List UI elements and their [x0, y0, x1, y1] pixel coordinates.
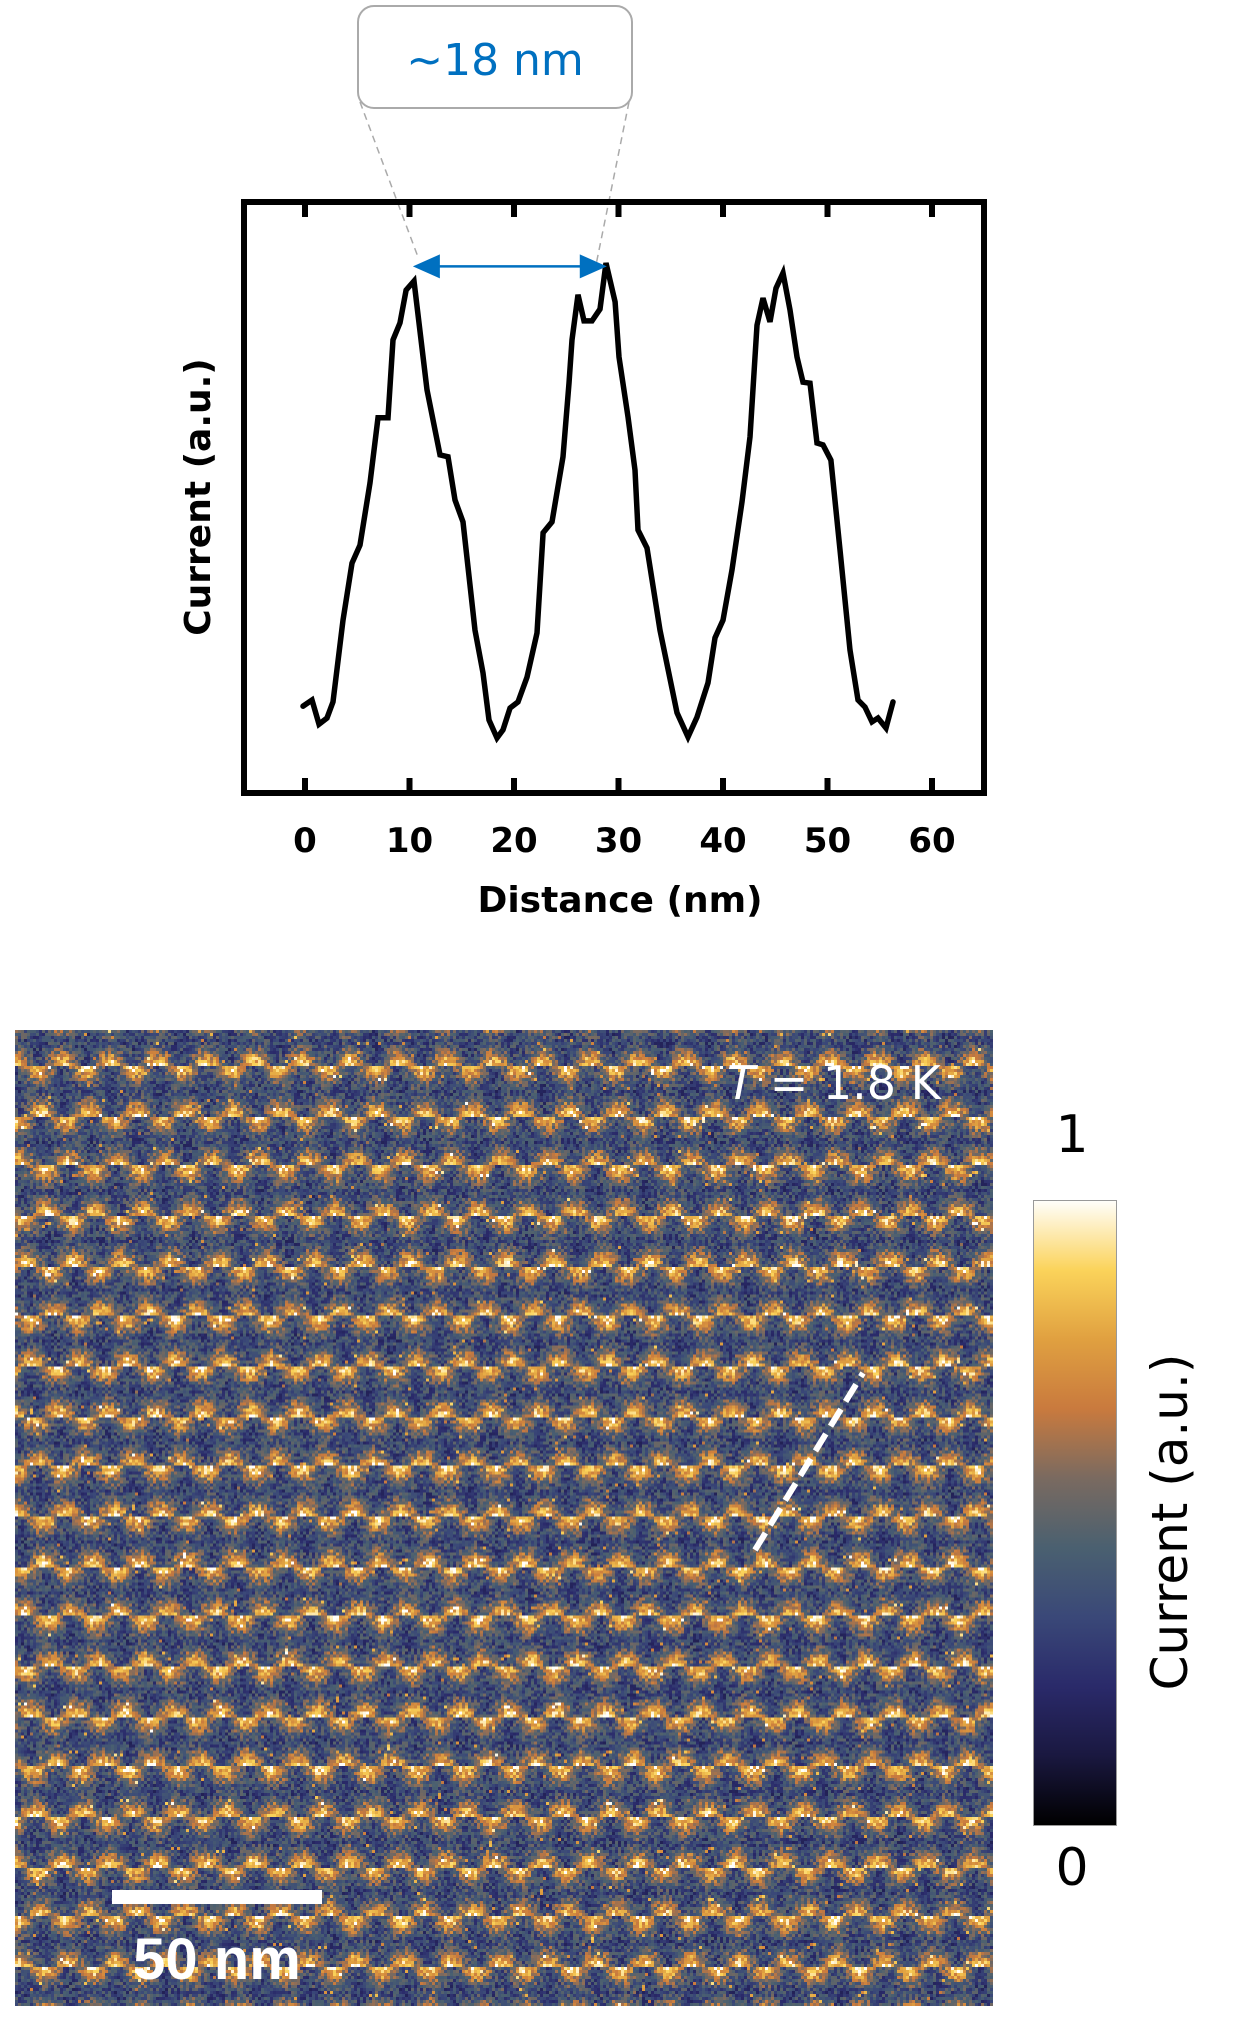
- line-profile-chart: ~18 nm 0 10 20 30 40 50 60 Distance (nm) Curre…: [178, 5, 987, 921]
- arrow-head-left-icon: [412, 254, 440, 279]
- x-tick-label: 10: [386, 821, 433, 861]
- plot-frame: [241, 199, 987, 796]
- x-tick-label: 50: [804, 821, 851, 861]
- stm-heatmap-image: [15, 1030, 993, 2006]
- x-tick-label: 20: [490, 821, 537, 861]
- x-tick-label: 0: [293, 821, 317, 861]
- colorbar: [1033, 1200, 1117, 1826]
- x-axis-title: Distance (nm): [477, 880, 762, 921]
- colorbar-min-label: 0: [1055, 1838, 1089, 1898]
- temperature-symbol: T: [727, 1056, 756, 1110]
- x-tick-label: 30: [595, 821, 642, 861]
- stm-overlay: [752, 1371, 866, 1552]
- callout-leader-left: [359, 101, 419, 258]
- callout-box: [357, 5, 633, 109]
- scale-bar: [112, 1890, 322, 1904]
- callout-leader-right: [595, 101, 630, 266]
- stm-current-map: T = 1.8 K 50 nm: [15, 1030, 993, 2006]
- x-tick-label: 40: [699, 821, 746, 861]
- x-axis-ticks: [302, 205, 935, 790]
- spacing-double-arrow: [412, 254, 607, 279]
- colorbar-title: Current (a.u.): [1141, 1353, 1199, 1691]
- x-tick-label: 60: [908, 821, 955, 861]
- x-axis-tick-labels: 0 10 20 30 40 50 60: [293, 821, 956, 861]
- temperature-value: = 1.8 K: [755, 1056, 941, 1110]
- line-profile-curve: [300, 262, 896, 744]
- temperature-label: T = 1.8 K: [727, 1056, 941, 1110]
- arrow-head-right-icon: [579, 254, 607, 279]
- scale-bar-label: 50 nm: [133, 1927, 301, 1992]
- y-axis-title: Current (a.u.): [178, 358, 219, 636]
- line-profile-path-dashed: [752, 1371, 866, 1552]
- callout-label: ~18 nm: [406, 35, 584, 86]
- colorbar-max-label: 1: [1055, 1105, 1089, 1165]
